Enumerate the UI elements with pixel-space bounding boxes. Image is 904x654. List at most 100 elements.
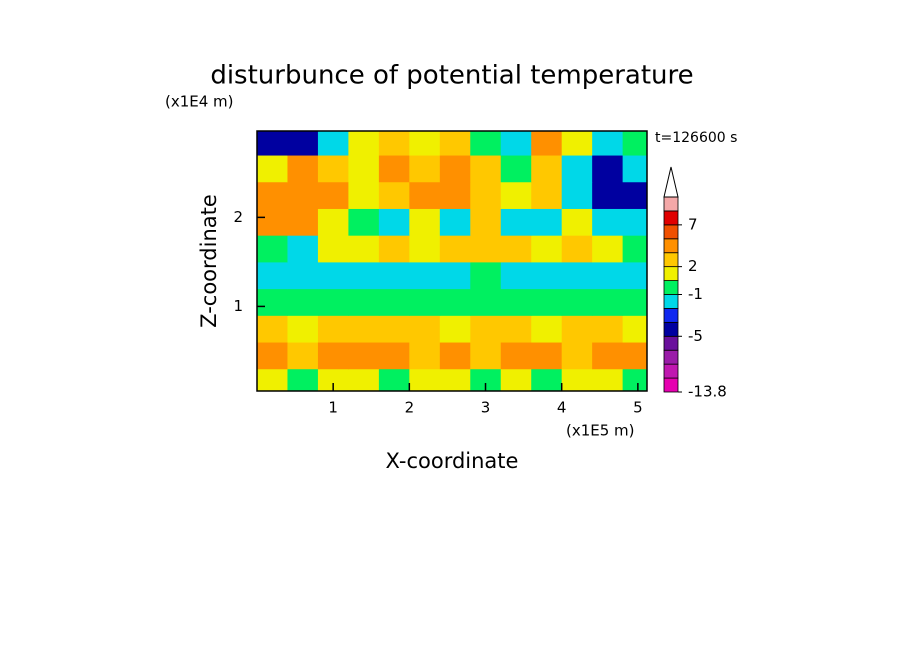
field-cell bbox=[348, 131, 380, 156]
colorbar-label: -5 bbox=[688, 327, 703, 345]
field-cell bbox=[409, 288, 441, 316]
field-cell bbox=[470, 155, 502, 183]
field-cell bbox=[348, 261, 380, 290]
field-cell bbox=[470, 288, 502, 316]
field-cell bbox=[257, 131, 288, 156]
field-cell bbox=[531, 315, 563, 343]
field-cell bbox=[500, 131, 532, 156]
field-cell bbox=[500, 155, 532, 183]
field-cell bbox=[500, 315, 532, 343]
colorbar-segment bbox=[663, 321, 679, 337]
field-cell bbox=[531, 261, 563, 290]
field-cell bbox=[348, 342, 380, 370]
field-cell bbox=[348, 155, 380, 183]
field-cell bbox=[622, 288, 647, 316]
field-cell bbox=[561, 155, 593, 183]
colorbar-segment bbox=[663, 210, 679, 226]
field-cell bbox=[622, 261, 647, 290]
field-cell bbox=[378, 368, 410, 391]
field-cell bbox=[439, 288, 471, 316]
field-cell bbox=[531, 288, 563, 316]
chart-title: disturbunce of potential temperature bbox=[210, 61, 693, 91]
field-cell bbox=[592, 261, 624, 290]
field-cell bbox=[348, 315, 380, 343]
field-cell bbox=[317, 288, 349, 316]
field-cell bbox=[470, 261, 502, 290]
colorbar-label: 2 bbox=[688, 257, 698, 275]
field-cell bbox=[287, 155, 319, 183]
field-cell bbox=[439, 368, 471, 391]
field-cell bbox=[592, 315, 624, 343]
colorbar-segment bbox=[663, 335, 679, 351]
field-cell bbox=[257, 235, 288, 263]
colorbar-segment bbox=[663, 252, 679, 268]
field-cell bbox=[592, 342, 624, 370]
field-cell bbox=[561, 342, 593, 370]
field-cell bbox=[287, 315, 319, 343]
field-cell bbox=[348, 235, 380, 263]
colorbar-segment bbox=[663, 196, 679, 212]
x-tick-label: 2 bbox=[405, 399, 415, 417]
colorbar-segment bbox=[663, 266, 679, 281]
colorbar-segment bbox=[663, 363, 679, 379]
field-cell bbox=[257, 342, 288, 370]
field-cell bbox=[317, 181, 349, 209]
field-cell bbox=[378, 181, 410, 209]
colorbar-extension bbox=[663, 166, 679, 198]
field-cell bbox=[500, 235, 532, 263]
field-cell bbox=[317, 368, 349, 391]
field-cell bbox=[287, 208, 319, 236]
field-cell bbox=[378, 208, 410, 236]
field-cell bbox=[348, 208, 380, 236]
field-cell bbox=[470, 342, 502, 370]
field-cell bbox=[257, 155, 288, 183]
y-tick-label: 1 bbox=[233, 297, 243, 315]
field-cell bbox=[378, 288, 410, 316]
field-cell bbox=[317, 208, 349, 236]
y-unit: (x1E4 m) bbox=[165, 93, 234, 111]
field-cell bbox=[622, 155, 647, 183]
field-cell bbox=[531, 368, 563, 391]
field-cell bbox=[531, 131, 563, 156]
field-cell bbox=[470, 181, 502, 209]
field-cell bbox=[439, 342, 471, 370]
field-cell bbox=[470, 131, 502, 156]
field-cell bbox=[287, 261, 319, 290]
colorbar-segment bbox=[663, 308, 679, 323]
field-cell bbox=[531, 181, 563, 209]
field-cell bbox=[317, 342, 349, 370]
y-axis-label: Z-coordinate bbox=[197, 194, 221, 328]
field-cell bbox=[500, 261, 532, 290]
field-cell bbox=[439, 181, 471, 209]
field-cell bbox=[317, 131, 349, 156]
field-cell bbox=[531, 155, 563, 183]
field-cell bbox=[257, 261, 288, 290]
field-cell bbox=[531, 235, 563, 263]
field-cell bbox=[561, 315, 593, 343]
field-cell bbox=[409, 342, 441, 370]
field-cell bbox=[561, 235, 593, 263]
field-cell bbox=[561, 368, 593, 391]
field-cell bbox=[257, 181, 288, 209]
field-cell bbox=[439, 261, 471, 290]
field-cell bbox=[378, 342, 410, 370]
field-cell bbox=[409, 261, 441, 290]
field-cell bbox=[439, 235, 471, 263]
contour-field bbox=[257, 131, 647, 391]
time-annotation: t=126600 s bbox=[655, 130, 737, 146]
plot-frame bbox=[256, 130, 648, 392]
field-cell bbox=[378, 155, 410, 183]
colorbar-segment bbox=[663, 238, 679, 254]
field-cell bbox=[622, 181, 647, 209]
colorbar-segment bbox=[663, 349, 679, 365]
field-cell bbox=[287, 131, 319, 156]
x-tick-label: 5 bbox=[633, 399, 643, 417]
colorbar-label: 7 bbox=[688, 215, 698, 233]
field-cell bbox=[257, 288, 288, 316]
field-cell bbox=[439, 208, 471, 236]
field-cell bbox=[531, 342, 563, 370]
field-cell bbox=[317, 155, 349, 183]
field-cell bbox=[592, 131, 624, 156]
